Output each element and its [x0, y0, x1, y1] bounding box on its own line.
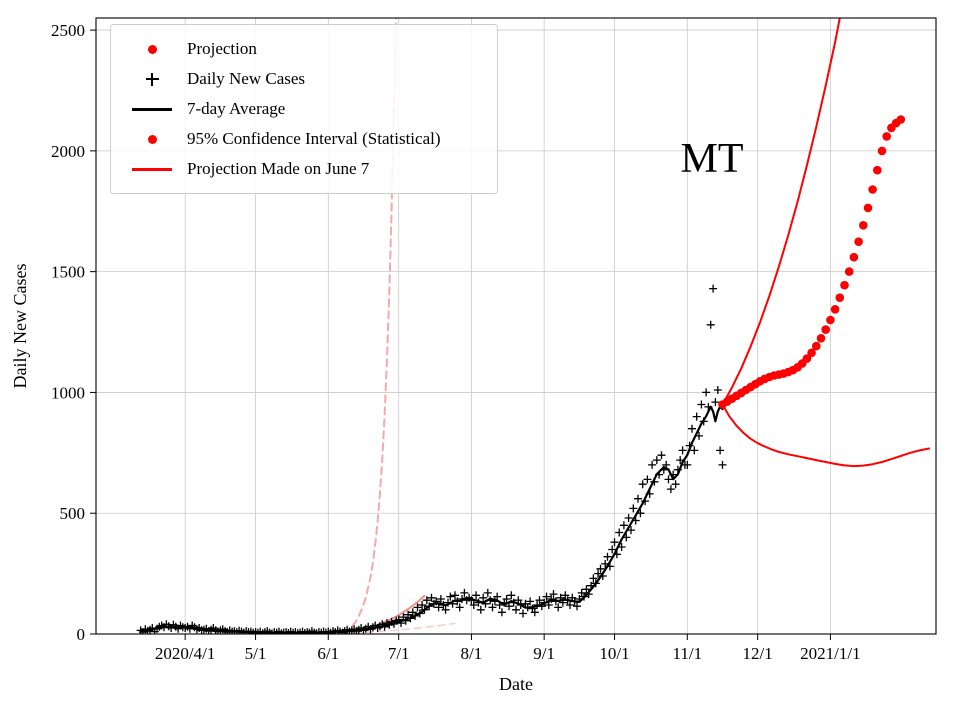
x-tick-label: 10/1 — [599, 644, 629, 663]
x-tick-label: 9/1 — [533, 644, 555, 663]
plus-marker-icon — [129, 72, 175, 86]
x-tick-label: 11/1 — [672, 644, 702, 663]
x-tick-label: 12/1 — [743, 644, 773, 663]
series-projection — [718, 115, 906, 409]
projection-dot-marker-icon — [129, 44, 175, 54]
series-june7_ci_lower — [341, 622, 456, 634]
legend-label: Projection — [187, 39, 257, 58]
y-axis-ticks: 0 500 1000 1500 2000 2500 — [51, 21, 96, 644]
chart-root: 2020/4/1 5/1 6/1 7/1 8/1 9/1 10/1 11/1 12/1 2021/… — [51, 17, 937, 663]
plot-border — [95, 17, 937, 635]
legend-item-projection: Projection — [111, 34, 497, 64]
x-tick-label: 6/1 — [317, 644, 339, 663]
series-ci_upper — [721, 18, 841, 406]
x-tick-label: 2021/1/1 — [800, 644, 860, 663]
red-line-marker-icon — [129, 167, 175, 171]
legend-label: Daily New Cases — [187, 69, 306, 88]
legend: Projection Daily New Cases 7-day Average… — [110, 24, 498, 194]
legend-item-confidence-interval: 95% Confidence Interval (Statistical) — [111, 124, 497, 154]
y-axis-title: Daily New Cases — [10, 264, 30, 389]
series-ci_lower — [721, 403, 930, 468]
legend-label: 7-day Average — [187, 99, 286, 118]
black-line-marker-icon — [129, 107, 175, 111]
legend-label: 95% Confidence Interval (Statistical) — [187, 129, 441, 148]
ci-dot-marker-icon — [129, 134, 175, 144]
series-layer — [136, 18, 930, 634]
x-tick-label: 8/1 — [461, 644, 483, 663]
x-tick-label: 7/1 — [388, 644, 410, 663]
x-axis-ticks: 2020/4/1 5/1 6/1 7/1 8/1 9/1 10/1 11/1 12/1 2021/… — [155, 634, 861, 663]
y-tick-label: 1000 — [51, 383, 85, 402]
y-tick-label: 0 — [77, 625, 86, 644]
state-annotation: MT — [681, 136, 744, 182]
legend-item-7day-average: 7-day Average — [111, 94, 497, 124]
x-axis-title: Date — [499, 674, 533, 694]
y-tick-label: 2000 — [51, 142, 85, 161]
legend-label: Projection Made on June 7 — [187, 159, 370, 178]
y-tick-label: 1500 — [51, 263, 85, 282]
y-tick-label: 500 — [60, 504, 86, 523]
series-seven_day_average — [139, 405, 724, 634]
x-tick-label: 5/1 — [245, 644, 267, 663]
legend-item-daily-new-cases: Daily New Cases — [111, 64, 497, 94]
series-daily_new_cases — [136, 284, 727, 634]
x-tick-label: 2020/4/1 — [155, 644, 215, 663]
y-tick-label: 2500 — [51, 21, 85, 40]
series-june7_ci_upper — [341, 18, 398, 634]
legend-item-projection-june7: Projection Made on June 7 — [111, 154, 497, 184]
